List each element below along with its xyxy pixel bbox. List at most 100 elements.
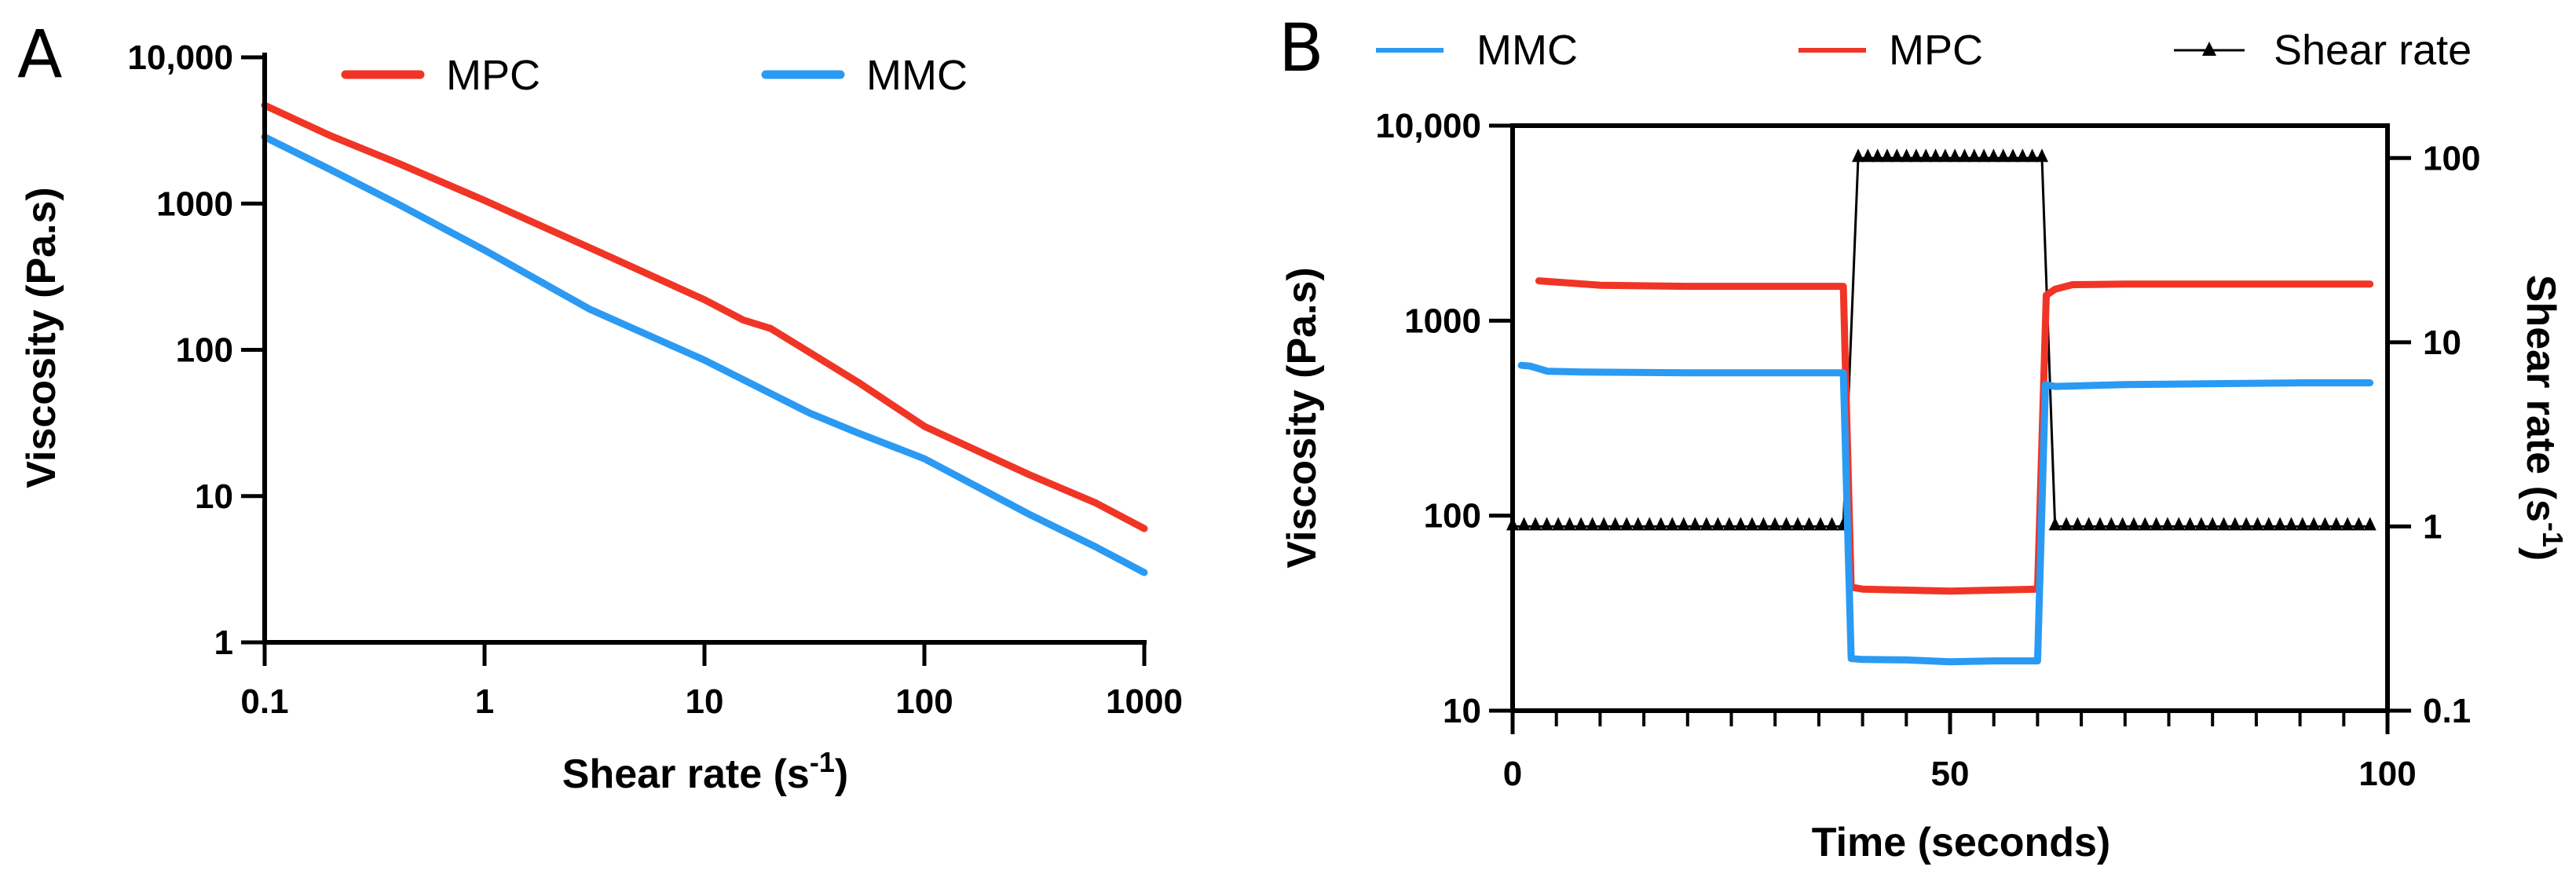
- panel-a-legend: MPC MMC: [341, 52, 968, 99]
- shear-rate-marker: [1722, 517, 1736, 531]
- shear-rate-marker: [2274, 517, 2287, 531]
- panel-a-x-tick-label: 10: [686, 682, 724, 721]
- shear-rate-marker: [2007, 148, 2020, 163]
- shear-rate-marker: [1978, 148, 1991, 163]
- panel-b-x-tick-label: 50: [1931, 755, 1970, 793]
- shear-rate-marker: [1900, 148, 1913, 163]
- shear-rate-marker: [1597, 517, 1611, 531]
- shear-rate-marker: [1666, 517, 1679, 531]
- shear-rate-marker: [1586, 517, 1599, 531]
- shear-rate-marker: [1919, 148, 1933, 163]
- shear-rate-marker: [1540, 517, 1553, 531]
- shear-rate-marker: [2172, 517, 2186, 531]
- shear-rate-marker: [2318, 517, 2332, 531]
- shear-rate-marker: [1929, 148, 1942, 163]
- panel-a-y-tick-label: 10: [195, 477, 233, 516]
- legend-b-mmc-label: MMC: [1476, 27, 1578, 74]
- shear-rate-marker: [1552, 517, 1565, 531]
- panel-a-y-tick-label: 10,000: [127, 38, 233, 77]
- shear-rate-marker: [2262, 517, 2275, 531]
- shear-rate-marker: [1620, 517, 1634, 531]
- shear-rate-marker: [2161, 517, 2174, 531]
- shear-rate-marker: [1689, 517, 1702, 531]
- shear-rate-marker: [2025, 148, 2039, 163]
- shear-rate-marker: [1654, 517, 1667, 531]
- shear-rate-marker: [1861, 148, 1875, 163]
- panel-b-y-tick-label: 10,000: [1375, 107, 1481, 145]
- shear-rate-marker: [2363, 517, 2377, 531]
- shear-rate-marker: [2285, 517, 2298, 531]
- shear-rate-marker: [1852, 148, 1865, 163]
- shear-rate-marker: [1517, 517, 1531, 531]
- shear-rate-marker: [1529, 517, 1542, 531]
- panel-b-ylabel-text: Viscosity (Pa.s): [1279, 267, 1325, 568]
- shear-rate-marker: [2251, 517, 2264, 531]
- shear-rate-marker: [2139, 517, 2152, 531]
- legend-mmc-label: MMC: [866, 52, 968, 99]
- panel-b-series: [1506, 148, 2377, 666]
- panel-b-y-tick-label: 100: [1424, 497, 1481, 536]
- shear-rate-marker: [2329, 517, 2343, 531]
- shear-rate-marker: [2150, 517, 2163, 531]
- shear-rate-marker: [1734, 517, 1747, 531]
- legend-b-shear-label: Shear rate: [2274, 27, 2472, 74]
- shear-rate-marker: [1996, 148, 2010, 163]
- shear-rate-marker: [2105, 517, 2118, 531]
- shear-rate-marker: [2240, 517, 2253, 531]
- panel-a-letter: A: [17, 16, 62, 93]
- shear-rate-marker: [2296, 517, 2309, 531]
- shear-rate-marker: [1948, 148, 1962, 163]
- shear-rate-marker: [1745, 517, 1758, 531]
- shear-rate-marker: [1711, 517, 1725, 531]
- shear-rate-marker: [2093, 517, 2106, 531]
- shear-rate-marker: [1643, 517, 1656, 531]
- shear-rate-marker: [2183, 517, 2197, 531]
- shear-rate-marker: [1825, 517, 1839, 531]
- panel-a-series: [261, 101, 1148, 576]
- shear-rate-marker: [2048, 517, 2062, 531]
- panel-a-ylabel-text: Viscosity (Pa.s): [19, 187, 64, 488]
- shear-rate-marker: [1791, 517, 1805, 531]
- shear-rate-marker: [1880, 148, 1894, 163]
- panel-b-y2-tick-label: 100: [2423, 139, 2480, 177]
- panel-b-series-shear-rate: [1513, 156, 2370, 528]
- panel-b-y-tick-label: 1000: [1404, 302, 1481, 340]
- shear-rate-marker: [1768, 517, 1781, 531]
- shear-rate-marker: [1890, 148, 1904, 163]
- shear-rate-marker: [1677, 517, 1690, 531]
- panel-a-y-tick-label: 1000: [156, 185, 233, 223]
- panel-b: B MMC MPC Shear rate 10100100010,0000.11…: [1279, 9, 2569, 865]
- panel-b-x-tick-label: 0: [1503, 755, 1522, 793]
- shear-rate-marker: [1938, 148, 1952, 163]
- shear-rate-marker: [2194, 517, 2208, 531]
- shear-rate-marker: [1563, 517, 1576, 531]
- shear-rate-marker: [1909, 148, 1923, 163]
- panel-b-y2-tick-label: 0.1: [2423, 692, 2471, 730]
- panel-b-y-tick-label: 10: [1443, 692, 1481, 730]
- panel-b-y2-axis-title: Shear rate (s-1): [2518, 275, 2569, 561]
- shear-rate-marker: [2060, 517, 2073, 531]
- shear-rate-marker: [1987, 148, 2000, 163]
- shear-rate-marker: [2071, 517, 2084, 531]
- panel-a-x-tick-label: 100: [895, 682, 953, 721]
- panel-a-series-mmc: [261, 133, 1148, 576]
- panel-a-x-tick-label: 0.1: [240, 682, 288, 721]
- shear-rate-marker: [1608, 517, 1622, 531]
- shear-rate-marker: [1871, 148, 1884, 163]
- panel-b-x-axis-title: Time (seconds): [1812, 820, 2110, 865]
- panel-a-series-mpc: [261, 101, 1148, 532]
- panel-a-x-tick-label: 1000: [1106, 682, 1183, 721]
- shear-rate-marker: [1802, 517, 1816, 531]
- shear-rate-marker: [2116, 517, 2129, 531]
- shear-rate-marker: [2082, 517, 2095, 531]
- shear-rate-marker: [2035, 148, 2048, 163]
- panel-b-x-tick-label: 100: [2358, 755, 2416, 793]
- legend-b-shear-marker: [2202, 42, 2216, 56]
- shear-rate-marker: [2217, 517, 2230, 531]
- shear-rate-marker: [2228, 517, 2241, 531]
- panel-b-y-axis-title: Viscosity (Pa.s): [1279, 267, 1325, 568]
- shear-rate-marker: [2307, 517, 2321, 531]
